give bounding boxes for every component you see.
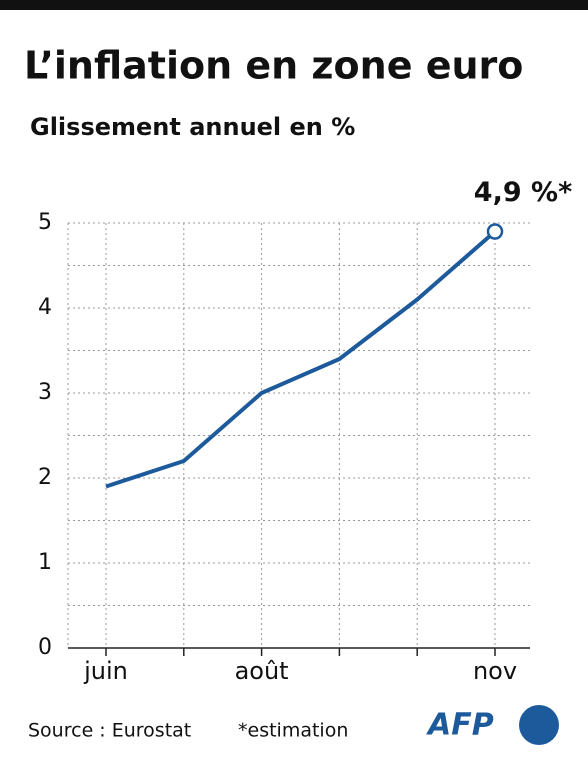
y-tick-label: 1: [38, 550, 52, 575]
x-tick-label: août: [235, 657, 289, 685]
x-tick-label: juin: [83, 657, 128, 685]
y-tick-label: 2: [38, 465, 52, 490]
highlight-point: [486, 223, 504, 240]
y-tick-label: 5: [38, 210, 52, 235]
chart-title: L’inflation en zone euro: [24, 44, 523, 88]
x-tick-label: nov: [473, 657, 517, 685]
top-bar: [0, 0, 588, 10]
note: *estimation: [238, 720, 348, 742]
y-tick-label: 0: [38, 635, 52, 660]
y-tick-label: 3: [38, 380, 52, 405]
source: Source : Eurostat: [28, 720, 191, 742]
line: [105, 229, 497, 489]
logo-dot: [519, 705, 559, 745]
logo-text: AFP: [426, 708, 494, 743]
chart-subtitle: Glissement annuel en %: [30, 113, 355, 141]
y-tick-label: 4: [38, 295, 52, 320]
value-label: 4,9 %*: [474, 177, 572, 208]
